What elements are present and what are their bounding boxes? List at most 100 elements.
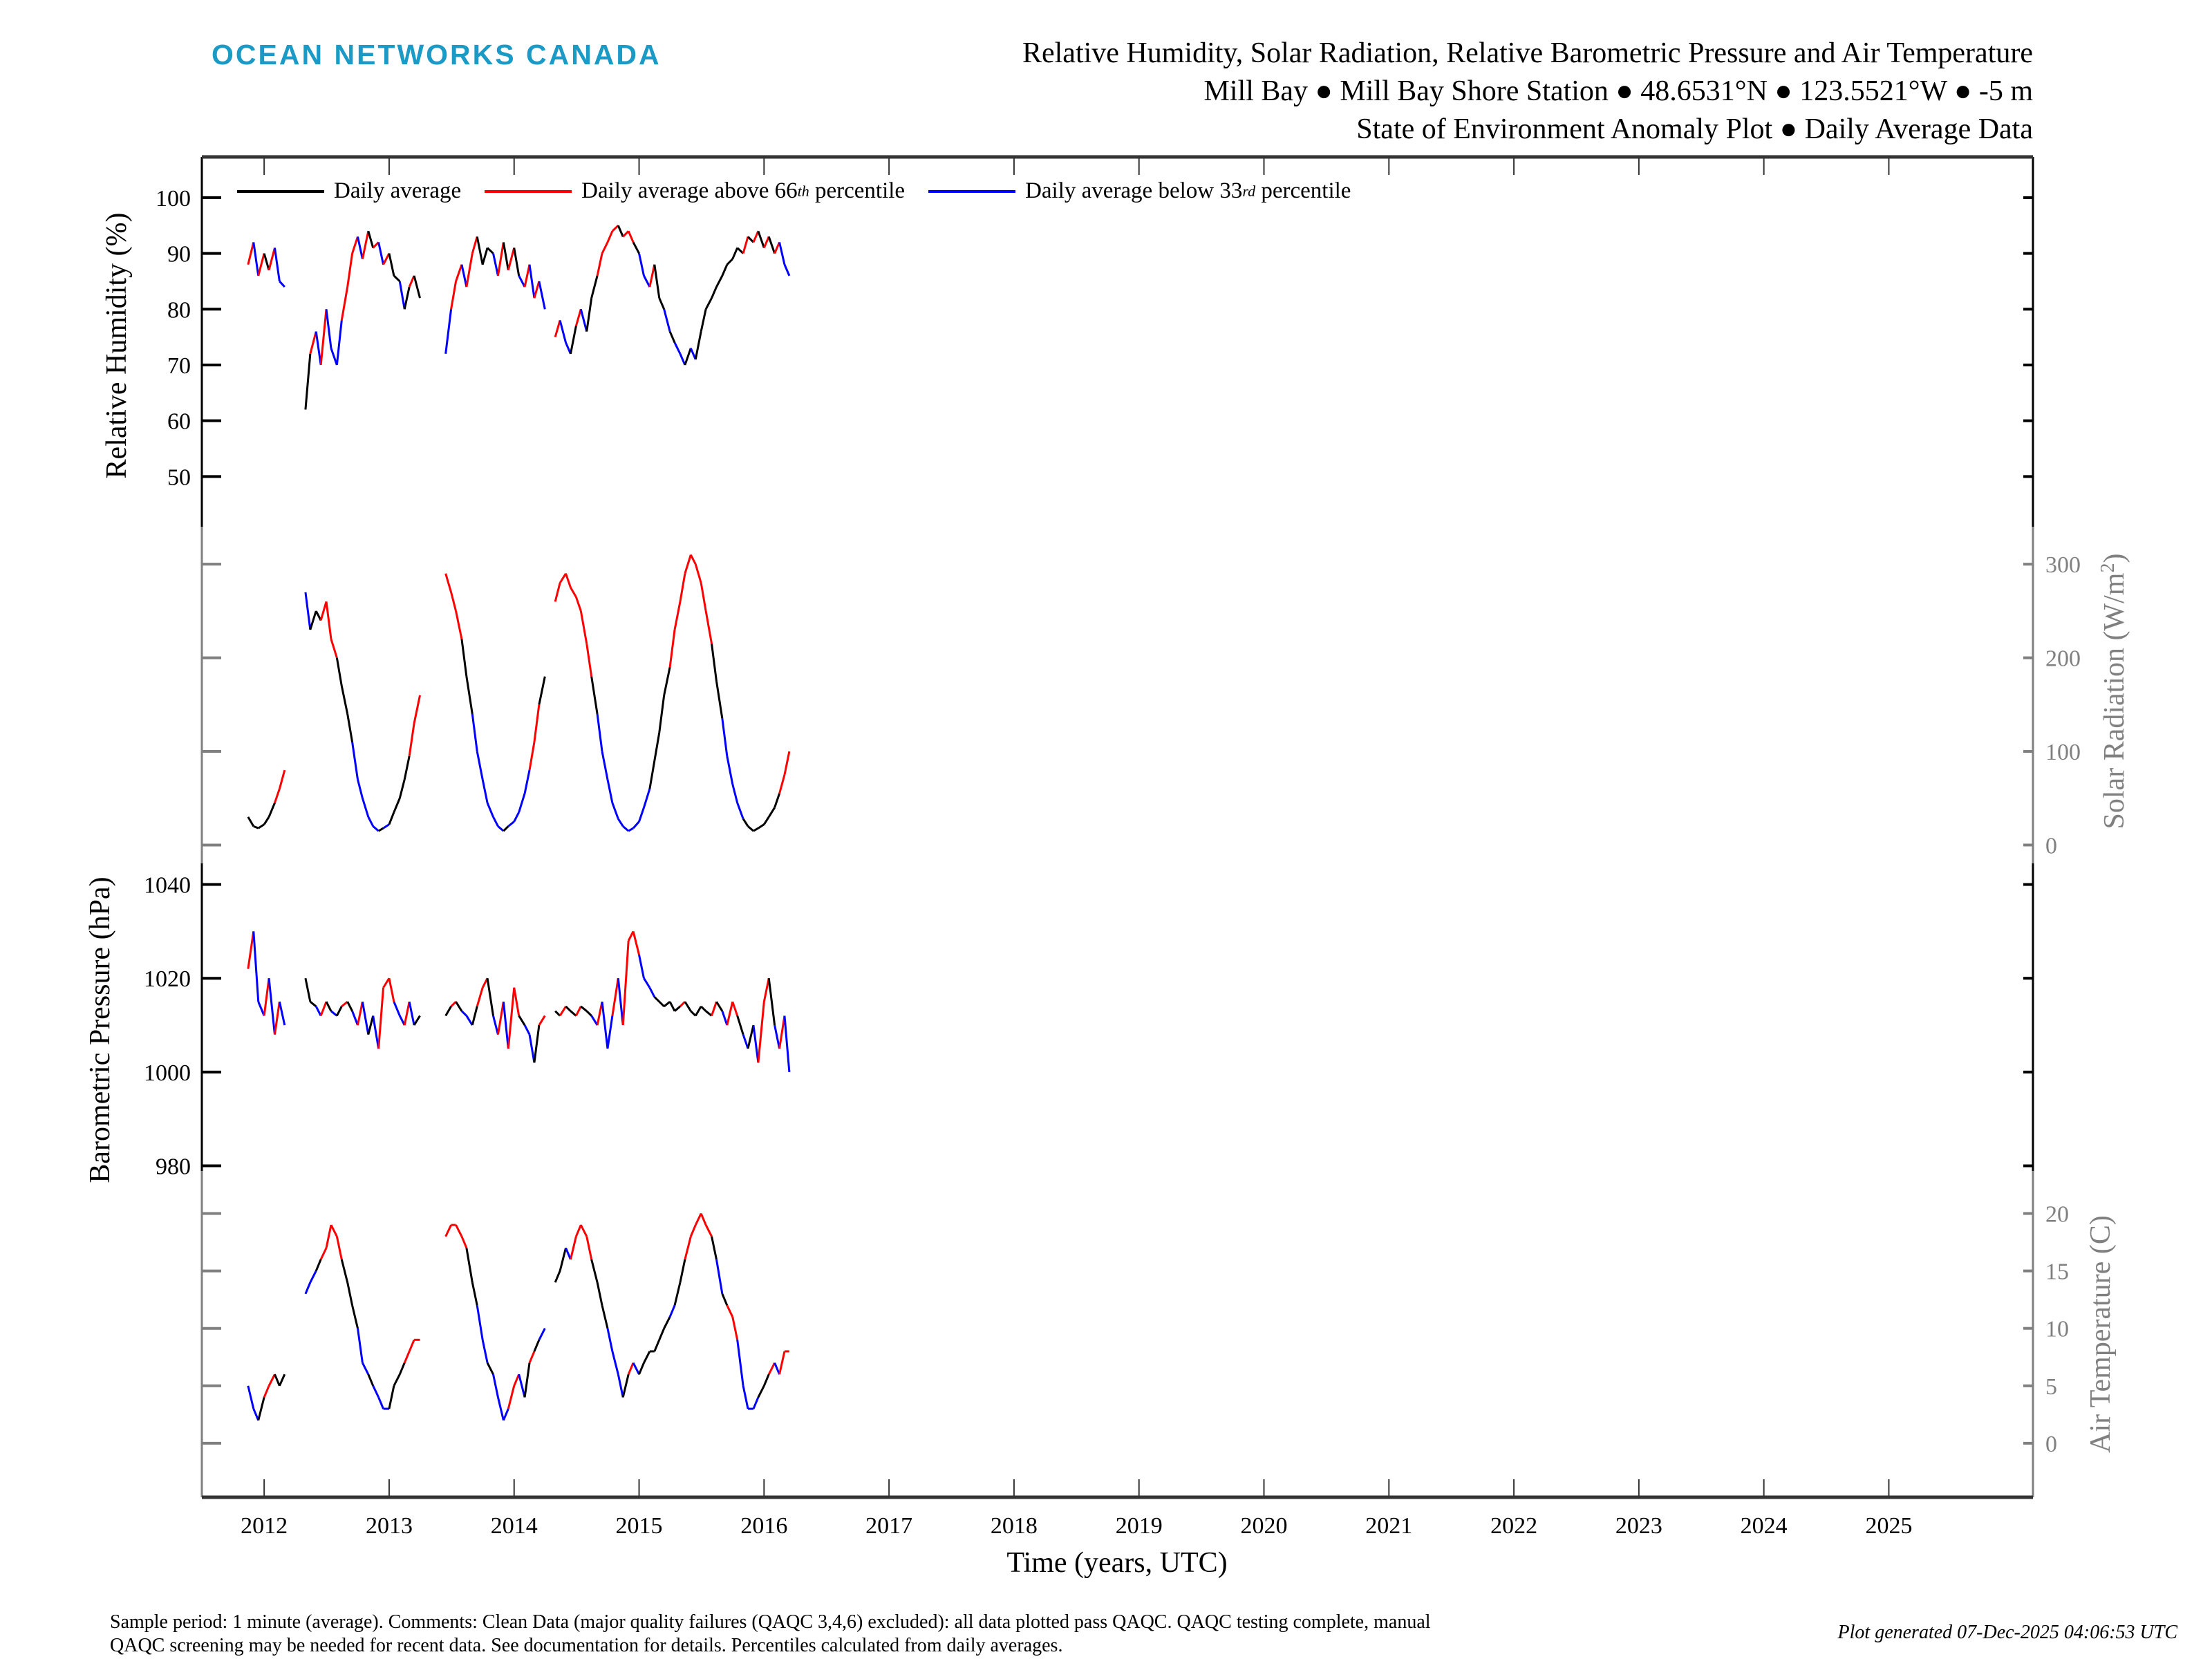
series-segment xyxy=(778,242,786,265)
series-segment xyxy=(330,1010,338,1017)
series-segment xyxy=(690,1010,697,1017)
series-segment xyxy=(444,1224,452,1237)
series-segment xyxy=(621,940,630,1026)
y-tick-label: 0 xyxy=(2045,1432,2057,1457)
series-segment xyxy=(715,275,724,288)
series-segment xyxy=(559,572,567,584)
series-segment xyxy=(742,236,749,254)
series-segment xyxy=(502,1408,509,1421)
series-segment xyxy=(357,236,364,259)
series-segment xyxy=(668,1304,676,1318)
legend-label: Daily average below 33 xyxy=(1025,178,1243,203)
series-segment xyxy=(643,1351,651,1364)
series-segment xyxy=(570,587,577,598)
series-segment xyxy=(528,1351,536,1364)
series-segment xyxy=(711,286,718,299)
series-segment xyxy=(684,1236,692,1260)
series-segment xyxy=(643,788,651,808)
series-segment xyxy=(247,1385,255,1409)
series-segment xyxy=(622,230,630,238)
series-segment xyxy=(767,978,776,1026)
series-segment xyxy=(388,812,395,825)
series-segment xyxy=(726,756,734,785)
series-segment xyxy=(304,977,312,1002)
series-segment xyxy=(736,1340,744,1386)
series-segment xyxy=(617,978,624,1026)
series-segment xyxy=(382,252,391,265)
chart-subtitle-type: State of Environment Anomaly Plot ● Dail… xyxy=(1356,113,2033,145)
series-segment xyxy=(538,1328,546,1340)
series-segment xyxy=(574,597,582,612)
series-segment xyxy=(351,1305,359,1329)
series-segment xyxy=(413,1015,421,1026)
series-segment xyxy=(742,1034,749,1049)
series-segment xyxy=(658,297,666,310)
series-segment xyxy=(747,236,755,243)
series-segment xyxy=(486,1362,494,1375)
series-segment xyxy=(460,1236,468,1248)
series-segment xyxy=(638,253,645,276)
series-segment xyxy=(774,1024,781,1049)
y-tick-label: 200 xyxy=(2045,646,2081,672)
series-segment xyxy=(335,320,343,366)
series-segment xyxy=(263,978,270,1016)
series-segment xyxy=(575,1224,582,1237)
series-segment xyxy=(757,1001,765,1063)
series-segment xyxy=(570,1010,577,1017)
series-segment xyxy=(700,308,707,332)
series-segment xyxy=(684,1001,692,1012)
series-segment xyxy=(700,1212,707,1226)
series-segment xyxy=(528,264,536,299)
legend-label: Daily average above 66 xyxy=(581,178,798,203)
series-segment xyxy=(559,1006,567,1017)
series-segment xyxy=(388,977,395,1002)
series-segment xyxy=(523,769,531,794)
series-segment xyxy=(492,1374,499,1398)
series-segment xyxy=(715,1001,724,1012)
series-segment xyxy=(330,1224,338,1237)
series-segment xyxy=(632,930,640,955)
series-segment xyxy=(554,1010,561,1017)
series-segment xyxy=(638,1362,645,1375)
series-segment xyxy=(689,554,697,565)
series-segment xyxy=(721,1011,729,1026)
series-segment xyxy=(653,732,661,761)
series-segment xyxy=(455,1001,463,1012)
series-segment xyxy=(444,1006,452,1017)
series-segment xyxy=(570,1236,577,1260)
series-segment xyxy=(377,1396,384,1409)
series-segment xyxy=(460,639,468,677)
series-segment xyxy=(606,779,614,803)
series-segment xyxy=(367,1374,375,1387)
series-segment xyxy=(357,779,364,799)
series-segment xyxy=(330,639,338,659)
series-segment xyxy=(658,1001,665,1007)
series-segment xyxy=(617,1374,624,1398)
y-tick-label: 980 xyxy=(156,1154,191,1180)
series-segment xyxy=(346,713,354,742)
series-segment xyxy=(268,802,276,818)
series-segment xyxy=(668,330,676,344)
series-segment xyxy=(382,823,390,830)
series-segment xyxy=(663,1000,671,1008)
series-segment xyxy=(476,987,484,1007)
ocean-networks-canada-logo: OCEAN NETWORKS CANADA xyxy=(212,39,662,71)
series-segment xyxy=(606,230,614,243)
series-segment xyxy=(257,823,265,830)
series-segment xyxy=(554,320,561,338)
y-tick-label: 100 xyxy=(156,186,191,212)
series-segment xyxy=(752,1024,760,1063)
legend-sup: th xyxy=(797,182,809,200)
series-segment xyxy=(496,242,505,276)
series-segment xyxy=(711,1001,718,1016)
series-segment xyxy=(341,1000,348,1008)
series-segment xyxy=(627,930,635,941)
series-segment xyxy=(679,353,686,366)
series-segment xyxy=(476,751,484,780)
series-segment xyxy=(257,1397,265,1421)
series-segment xyxy=(362,1362,370,1375)
series-segment xyxy=(663,1316,671,1329)
series-segment xyxy=(668,629,676,668)
series-segment xyxy=(721,1293,729,1306)
series-segment xyxy=(590,1259,599,1283)
